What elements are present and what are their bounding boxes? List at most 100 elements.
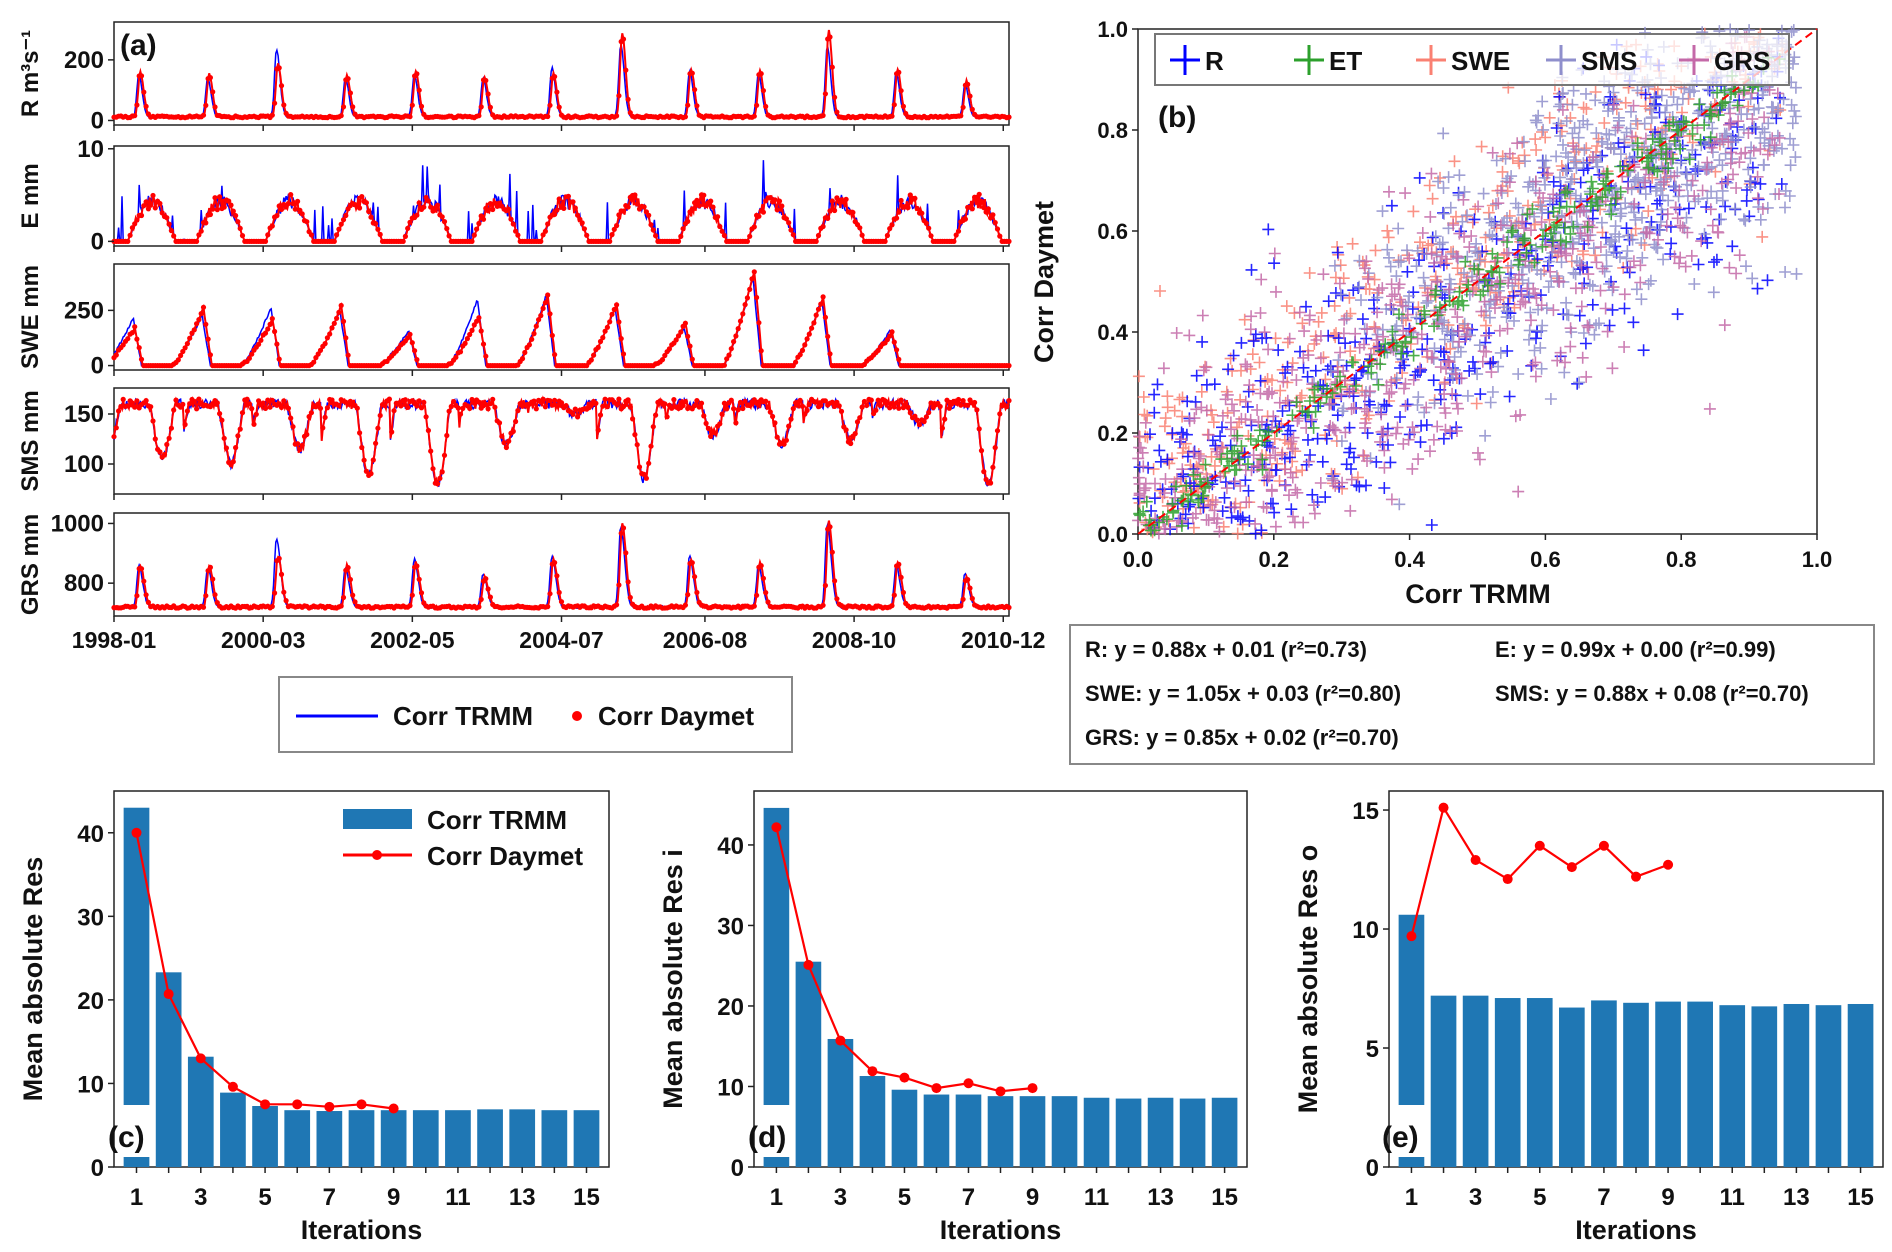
scatter-point-R (1474, 388, 1487, 401)
scatter-point-SMS (1707, 286, 1720, 299)
scatter-point-SMS (1483, 228, 1496, 241)
corr-daymet-point (682, 114, 689, 120)
corr-daymet-point (859, 232, 865, 238)
scatter-point-GRS (1695, 235, 1708, 248)
scatter-point-GRS (1541, 167, 1554, 180)
corr-daymet-point (804, 336, 810, 342)
corr-daymet-point (350, 104, 356, 110)
corr-daymet-point (141, 89, 147, 95)
panel-label-background (1396, 1105, 1427, 1157)
corr-daymet-point (912, 413, 918, 419)
subplot-ylabel: SWE mm (17, 265, 44, 369)
scatter-point-SMS (1486, 230, 1499, 243)
legend-label-R: R (1205, 46, 1224, 76)
bar (220, 1092, 246, 1167)
scatter-point-SMS (1655, 89, 1668, 102)
corr-daymet-point (480, 216, 487, 222)
corr-daymet-point (357, 430, 363, 436)
scatter-point-SWE (1513, 157, 1526, 170)
scatter-point-GRS (1628, 197, 1641, 210)
corr-daymet-point (145, 206, 151, 212)
corr-daymet-point (469, 238, 475, 244)
corr-daymet-point (118, 404, 124, 410)
corr-daymet-point (981, 205, 987, 211)
bar (923, 1094, 950, 1167)
scatter-point-GRS (1267, 442, 1279, 455)
corr-daymet-point (480, 341, 487, 347)
y-axis-label: Mean absolute Res o (1293, 845, 1323, 1114)
corr-daymet-point (129, 330, 135, 336)
corr-daymet-point (611, 306, 617, 313)
scatter-point-SMS (1442, 171, 1455, 184)
scatter-point-GRS (1449, 303, 1462, 316)
corr-daymet-point (905, 404, 911, 410)
scatter-point-GRS (1535, 216, 1548, 229)
x-tick-label: 0.6 (1530, 547, 1561, 572)
corr-daymet-point (340, 104, 347, 110)
scatter-point-GRS (1239, 395, 1252, 408)
scatter-point-SMS (1741, 108, 1753, 120)
scatter-point-SMS (1636, 251, 1649, 264)
legend-daymet-label: Corr Daymet (598, 701, 754, 731)
corr-daymet-point (685, 333, 691, 339)
corr-daymet-point (963, 1078, 974, 1089)
scatter-point-ET (1518, 232, 1531, 245)
scatter-point-SMS (1505, 170, 1518, 183)
corr-daymet-point (329, 397, 335, 403)
corr-daymet-point (324, 335, 330, 341)
corr-daymet-point (891, 339, 897, 345)
corr-daymet-point (265, 232, 271, 238)
corr-daymet-point (960, 398, 966, 404)
scatter-point-GRS (1773, 131, 1786, 144)
corr-daymet-point (187, 335, 193, 341)
corr-daymet-point (728, 346, 734, 352)
scatter-point-SMS (1784, 132, 1796, 145)
scatter-point-GRS (1461, 322, 1474, 335)
scatter-point-R (1304, 415, 1317, 428)
scatter-point-GRS (1358, 389, 1371, 402)
scatter-point-GRS (1378, 444, 1391, 457)
scatter-point-SWE (1358, 450, 1371, 463)
corr-daymet-point (363, 200, 369, 206)
corr-daymet-point (754, 102, 760, 108)
scatter-point-GRS (1525, 314, 1537, 327)
scatter-point-ET (1526, 203, 1539, 215)
scatter-point-SMS (1353, 280, 1366, 293)
scatter-point-GRS (1228, 501, 1241, 514)
scatter-point-SWE (1173, 393, 1186, 406)
corr-daymet-point (565, 193, 572, 199)
scatter-point-R (1218, 491, 1231, 504)
scatter-point-SMS (1540, 302, 1553, 315)
scatter-point-ET (1545, 227, 1557, 240)
scatter-point-GRS (1406, 421, 1419, 434)
y-tick-label: 100 (64, 451, 104, 478)
corr-daymet-point (806, 401, 812, 407)
scatter-point-R (1283, 451, 1296, 464)
corr-daymet-point (825, 215, 831, 221)
scatter-point-GRS (1486, 146, 1499, 159)
scatter-point-SMS (1710, 192, 1723, 204)
scatter-point-GRS (1696, 184, 1709, 197)
scatter-point-SWE (1132, 370, 1145, 383)
scatter-point-GRS (1509, 410, 1522, 423)
scatter-point-SMS (1326, 472, 1339, 485)
scatter-point-GRS (1451, 251, 1464, 263)
scatter-point-SMS (1660, 99, 1673, 112)
corr-daymet-point (542, 300, 549, 306)
corr-daymet-point (196, 317, 202, 323)
scatter-point-R (1394, 362, 1407, 374)
scatter-point-R (1639, 88, 1652, 101)
scatter-point-SWE (1530, 144, 1543, 156)
scatter-point-SMS (1612, 114, 1625, 127)
scatter-point-R (1245, 263, 1258, 276)
corr-daymet-point (166, 435, 172, 441)
scatter-point-R (1239, 474, 1252, 487)
corr-daymet-point (125, 238, 131, 244)
legend-daymet-dot (572, 711, 582, 721)
corr-daymet-point (1406, 931, 1417, 942)
corr-daymet-point (813, 238, 819, 244)
scatter-point-SMS (1786, 117, 1799, 130)
scatter-point-GRS (1513, 268, 1525, 281)
bar (1687, 1001, 1713, 1167)
scatter-point-SWE (1220, 385, 1233, 398)
